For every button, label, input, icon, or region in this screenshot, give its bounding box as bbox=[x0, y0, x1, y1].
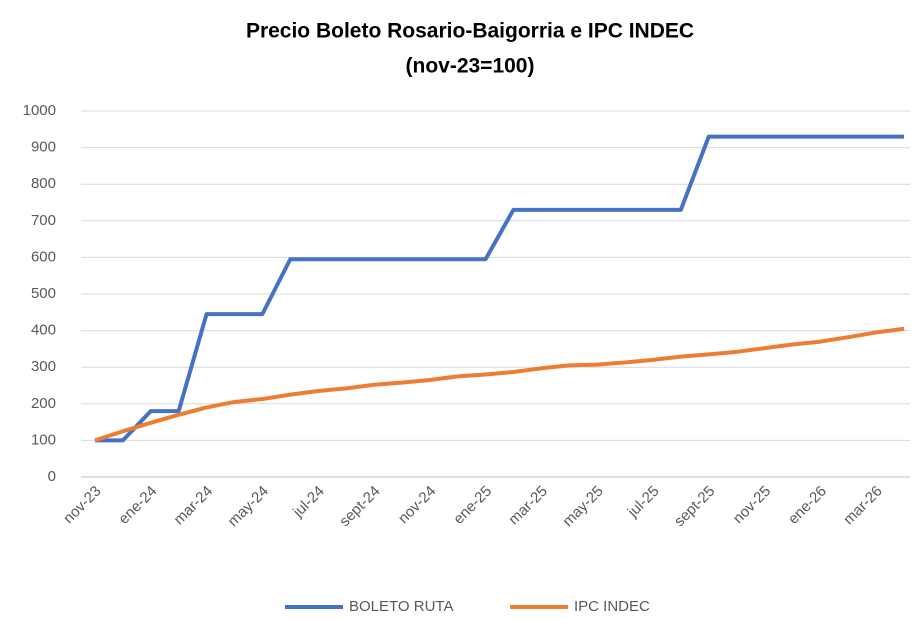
y-tick-label: 500 bbox=[31, 285, 56, 302]
y-tick-label: 400 bbox=[31, 322, 56, 339]
y-tick-label: 600 bbox=[31, 248, 56, 265]
chart-title: Precio Boleto Rosario-Baigorria e IPC IN… bbox=[246, 20, 694, 43]
legend-label: BOLETO RUTA bbox=[349, 598, 453, 615]
y-tick-label: 800 bbox=[31, 175, 56, 192]
legend-label: IPC INDEC bbox=[574, 598, 650, 615]
y-tick-label: 0 bbox=[48, 468, 56, 485]
y-tick-label: 700 bbox=[31, 212, 56, 229]
y-tick-label: 1000 bbox=[23, 102, 56, 119]
series-line bbox=[94, 134, 905, 443]
chart-subtitle: (nov-23=100) bbox=[406, 55, 535, 78]
y-tick-label: 100 bbox=[31, 431, 56, 448]
series-line bbox=[94, 326, 905, 443]
y-tick-label: 200 bbox=[31, 395, 56, 412]
y-tick-label: 900 bbox=[31, 139, 56, 156]
y-tick-label: 300 bbox=[31, 358, 56, 375]
